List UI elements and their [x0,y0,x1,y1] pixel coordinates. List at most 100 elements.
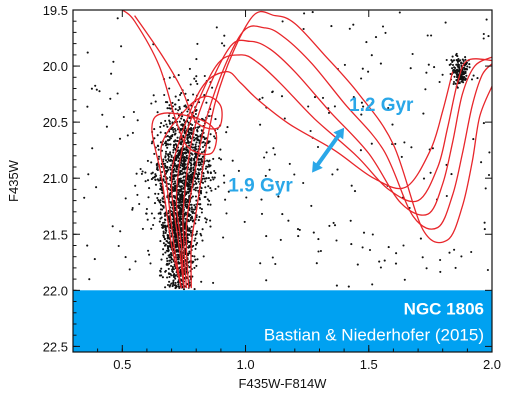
y-tick-label: 21.5 [43,227,68,242]
star-point [184,197,187,201]
star-point [179,151,182,154]
star-point [182,176,185,179]
star-point [167,143,170,146]
star-point [427,63,430,66]
star-point [195,134,198,137]
star-point [169,201,172,204]
star-point [180,128,183,131]
star-point [168,120,171,123]
star-point [179,93,182,96]
star-point [170,155,173,159]
star-point [174,274,177,277]
star-point [168,107,171,110]
star-point [410,146,413,149]
star-point [175,154,178,157]
star-point [188,168,191,171]
star-point [202,255,205,258]
star-point [156,178,159,181]
star-point [207,177,210,180]
star-point [157,148,160,151]
star-point [116,92,119,95]
star-point [172,183,175,186]
star-point [181,115,184,118]
star-point [176,256,179,259]
star-point [298,228,301,231]
star-point [174,143,177,146]
star-point [187,184,190,187]
star-point [191,219,195,222]
star-point [175,241,178,244]
star-point [484,187,487,190]
star-point [463,68,466,71]
star-point [183,157,186,160]
star-point [348,27,351,30]
x-axis: 0.5 1.0 1.5 2.0 [72,10,501,372]
star-point [464,72,467,75]
star-point [331,173,334,176]
citation: Bastian & Niederhofer (2015) [264,325,484,344]
star-point [237,169,240,172]
star-point [350,243,353,246]
star-point [196,82,199,85]
star-point [431,147,434,150]
star-point [167,241,170,244]
star-point [209,164,212,167]
star-point [206,203,210,206]
star-point [138,202,141,206]
y-tick-label: 20.5 [43,115,68,130]
y-tick-label: 22.0 [43,283,68,298]
star-point [131,208,134,211]
star-point [164,156,167,159]
star-point [177,109,180,112]
star-point [134,184,137,187]
star-point [182,165,185,168]
star-point [172,116,175,120]
star-point [261,96,264,99]
star-point [482,32,485,36]
star-point [194,258,197,261]
star-point [409,67,412,70]
star-point [362,105,365,108]
star-point [367,70,370,73]
star-point [185,193,188,196]
star-point [350,184,353,187]
isochrone-line-2 [134,15,223,289]
star-point [472,74,475,77]
star-point [403,141,406,144]
star-point [165,229,168,232]
star-point [164,119,167,122]
y-axis-label: F435W [6,159,21,202]
star-point [271,256,274,259]
star-point [180,190,183,193]
star-point [268,168,271,171]
star-point [86,105,89,108]
star-point [164,243,167,246]
star-point [209,219,212,222]
star-point [172,144,175,147]
star-point [147,196,150,199]
star-point [163,142,167,145]
star-point [202,136,205,139]
star-point [169,226,172,229]
star-point [166,234,169,237]
star-point [190,206,193,209]
star-point [174,188,177,192]
isochrone-line-1 [121,9,218,289]
star-point [196,177,199,180]
star-point [328,224,331,227]
star-point [182,186,185,190]
star-point [223,44,226,47]
star-point [164,101,168,104]
star-point [109,97,112,100]
star-point [204,186,207,189]
star-point [161,197,165,200]
star-point [144,171,147,174]
star-point [347,285,350,288]
star-point [179,273,183,276]
x-tick-label: 1.0 [236,357,254,372]
isochrone-line-3 [170,71,454,289]
star-point [161,276,164,279]
star-point [453,66,456,69]
star-point [190,216,193,219]
